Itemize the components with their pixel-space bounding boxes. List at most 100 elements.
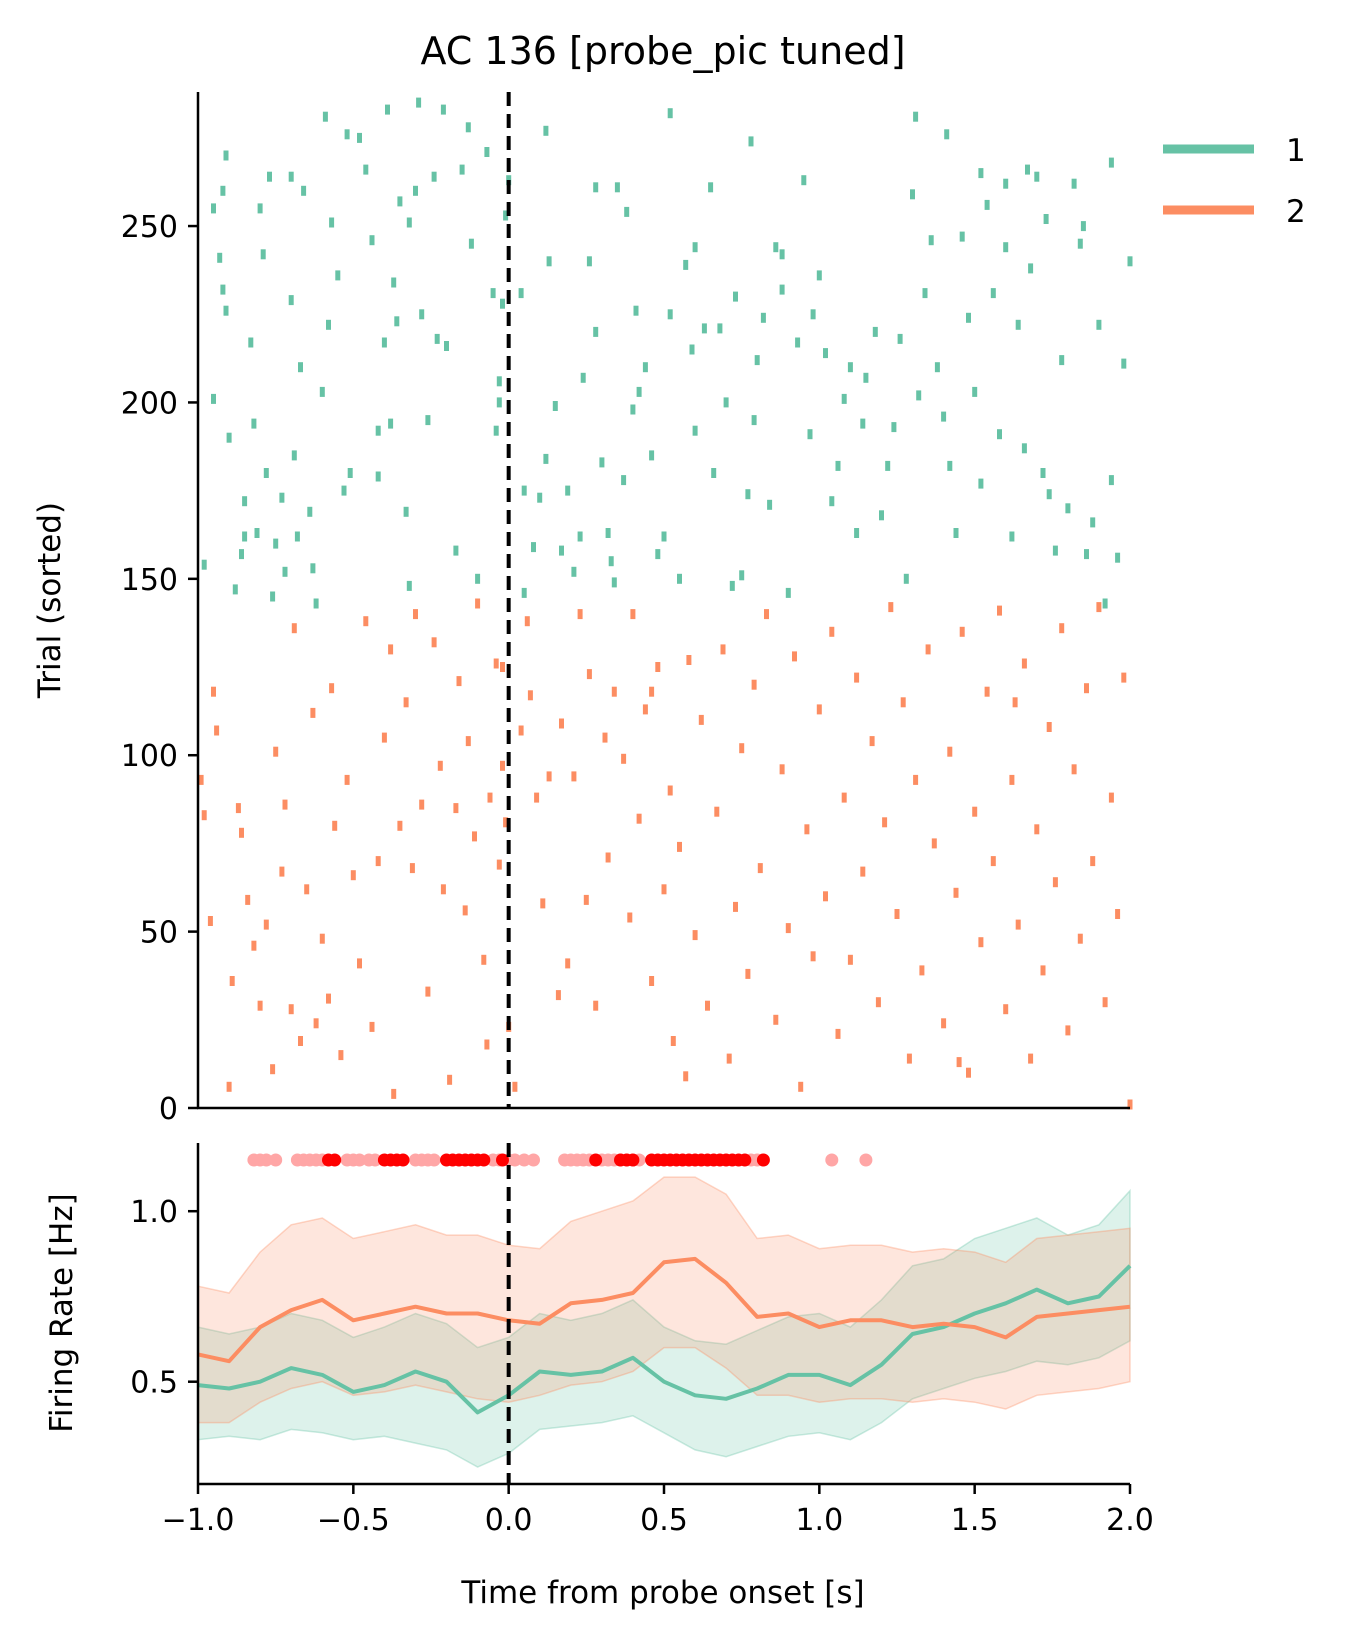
spike-mark-series-1 <box>816 270 822 281</box>
spike-mark-series-1 <box>391 277 397 288</box>
spike-mark-series-1 <box>521 587 527 598</box>
spike-mark-series-2 <box>431 637 437 648</box>
spike-mark-series-2 <box>500 662 505 672</box>
spike-mark-series-2 <box>649 976 655 986</box>
spike-mark-series-1 <box>319 386 325 397</box>
spike-mark-series-1 <box>1043 214 1049 224</box>
spike-mark-series-1 <box>863 372 869 383</box>
spike-mark-series-2 <box>357 958 362 969</box>
spike-mark-series-1 <box>307 506 313 517</box>
spike-mark-series-2 <box>997 605 1002 616</box>
spike-mark-series-1 <box>403 506 409 517</box>
significance-dot-weak <box>427 1153 441 1167</box>
spike-mark-series-1 <box>431 171 437 182</box>
spike-mark-series-2 <box>559 718 564 729</box>
spike-mark-series-1 <box>577 531 583 542</box>
error-band-series-2 <box>197 1176 1131 1424</box>
spike-mark-series-1 <box>655 549 661 560</box>
spike-mark-series-1 <box>841 393 847 404</box>
spike-mark-series-1 <box>242 496 248 507</box>
psth-xtick-label: 1.5 <box>951 1503 999 1538</box>
spike-mark-series-1 <box>823 348 828 359</box>
psth-xtick-label: −0.5 <box>317 1503 390 1538</box>
spike-mark-series-1 <box>692 425 698 436</box>
spike-mark-series-1 <box>966 312 971 323</box>
spike-mark-series-1 <box>928 235 934 246</box>
spike-mark-series-2 <box>683 1071 689 1082</box>
spike-mark-series-1 <box>344 129 350 140</box>
spike-mark-series-2 <box>484 1039 490 1050</box>
spike-mark-series-1 <box>614 182 620 193</box>
significance-dot-weak <box>859 1153 873 1167</box>
spike-mark-series-1 <box>860 418 866 429</box>
spike-mark-series-1 <box>496 376 502 387</box>
spike-mark-series-2 <box>413 609 418 620</box>
spike-mark-series-2 <box>745 968 751 979</box>
spike-mark-series-1 <box>667 108 673 119</box>
spike-mark-series-2 <box>403 697 409 708</box>
spike-mark-series-1 <box>1052 545 1058 556</box>
spike-mark-series-1 <box>608 556 614 567</box>
raster-y-ticks: 0 50 100 150 200 250 <box>121 210 198 1127</box>
spike-mark-series-2 <box>854 672 860 683</box>
spike-mark-series-2 <box>906 1053 912 1064</box>
spike-mark-series-1 <box>559 545 564 556</box>
spike-mark-series-2 <box>602 732 608 743</box>
spike-mark-series-1 <box>748 136 754 147</box>
spike-mark-series-1 <box>689 344 695 355</box>
significance-markers <box>247 1153 873 1167</box>
spike-mark-series-1 <box>381 337 387 348</box>
spike-mark-series-2 <box>229 976 235 986</box>
spike-mark-series-1 <box>493 425 499 436</box>
spike-mark-series-1 <box>220 185 226 196</box>
spike-mark-series-2 <box>686 655 692 665</box>
spike-mark-series-1 <box>475 573 481 584</box>
spike-mark-series-1 <box>282 566 288 577</box>
spike-mark-series-2 <box>882 817 888 828</box>
spike-mark-series-1 <box>537 492 543 503</box>
spike-mark-series-2 <box>764 609 769 620</box>
raster-spikes <box>198 97 1133 1110</box>
spike-mark-series-1 <box>829 496 835 507</box>
spike-mark-series-2 <box>363 616 369 627</box>
spike-mark-series-2 <box>642 704 648 715</box>
spike-mark-series-2 <box>816 704 822 715</box>
spike-mark-series-1 <box>717 323 723 334</box>
spike-mark-series-1 <box>903 573 909 584</box>
psth-ytick-label: 0.5 <box>130 1366 178 1401</box>
spike-mark-series-1 <box>847 362 853 373</box>
spike-mark-series-2 <box>282 799 288 810</box>
spike-mark-series-1 <box>785 587 791 598</box>
spike-mark-series-2 <box>475 598 481 609</box>
spike-mark-series-1 <box>1046 489 1052 500</box>
spike-mark-series-1 <box>521 485 527 496</box>
spike-mark-series-1 <box>298 362 303 373</box>
psth-xlabel: Time from probe onset [s] <box>460 1575 864 1611</box>
psth-lines <box>197 1256 1132 1415</box>
spike-mark-series-1 <box>453 545 459 556</box>
spike-mark-series-2 <box>207 916 213 926</box>
psth-panel: 0.5 1.0 −1.0 −0.5 0.0 0.5 1.0 1.5 2.0 Firing Ra… <box>44 1143 1154 1611</box>
spike-mark-series-1 <box>201 559 207 570</box>
spike-mark-series-2 <box>1090 856 1096 867</box>
spike-mark-series-2 <box>720 644 726 655</box>
significance-dot-weak <box>269 1153 283 1167</box>
psth-y-ticks: 0.5 1.0 <box>130 1195 198 1401</box>
spike-mark-series-2 <box>611 686 617 697</box>
spike-mark-series-1 <box>1034 171 1040 182</box>
spike-mark-series-1 <box>490 288 496 299</box>
spike-mark-series-1 <box>972 386 978 397</box>
spike-mark-series-1 <box>773 242 779 253</box>
spike-mark-series-2 <box>313 1018 319 1029</box>
spike-mark-series-2 <box>823 891 828 902</box>
spike-mark-series-1 <box>571 566 577 577</box>
spike-mark-series-2 <box>1096 602 1102 613</box>
spike-mark-series-2 <box>1115 909 1121 919</box>
spike-mark-series-1 <box>1080 221 1086 232</box>
spike-mark-series-1 <box>580 372 586 383</box>
spike-mark-series-2 <box>627 912 633 923</box>
spike-mark-series-2 <box>465 736 471 747</box>
spike-mark-series-1 <box>288 171 294 182</box>
spike-mark-series-2 <box>841 792 847 803</box>
spike-mark-series-2 <box>779 764 785 775</box>
